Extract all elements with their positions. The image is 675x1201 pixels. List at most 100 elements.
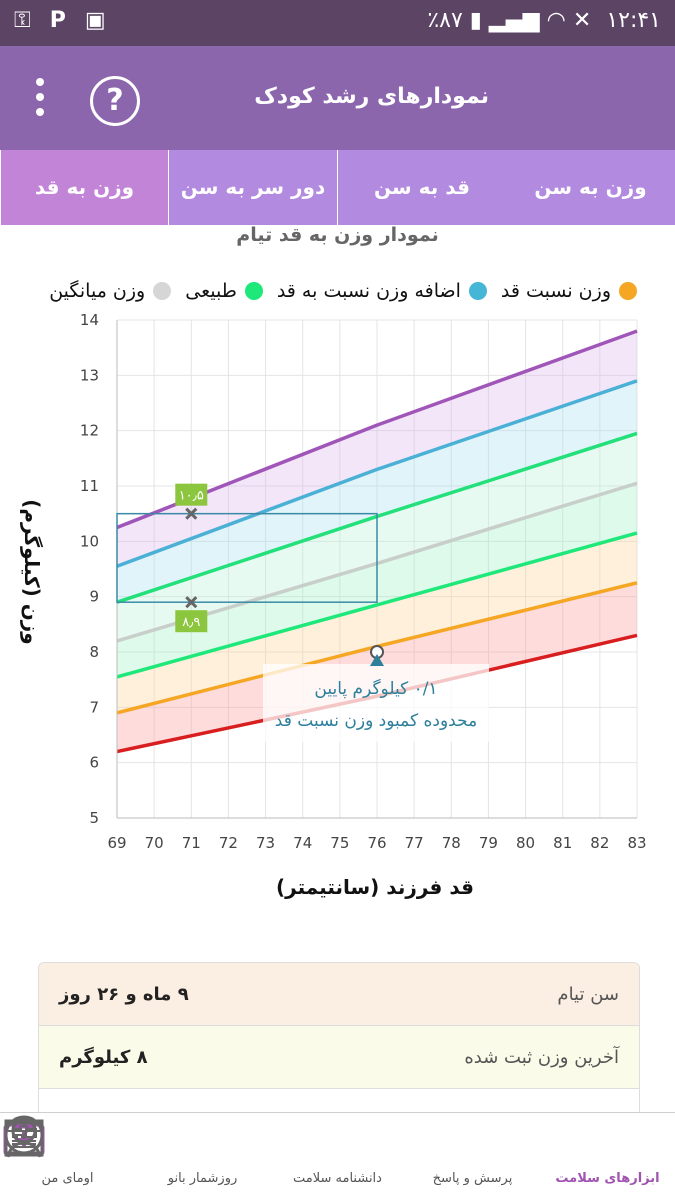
y-tick-label: 11 — [80, 477, 99, 495]
x-tick-label: 75 — [330, 834, 349, 852]
parking-icon: P — [49, 8, 66, 33]
nav-label: روزشمار بانو — [167, 1171, 238, 1186]
x-tick-label: 76 — [367, 834, 386, 852]
legend-dot-gray — [153, 282, 172, 300]
age-row: سن تیام ۹ ماه و ۲۶ روز — [39, 963, 639, 1026]
legend-dot-orange — [619, 282, 637, 300]
x-tick-label: 73 — [256, 834, 275, 852]
x-tick-label: 70 — [145, 834, 164, 852]
y-axis-label: وزن (کیلوگرم) — [20, 499, 44, 645]
range-marker-x — [185, 507, 198, 520]
nav-questions[interactable]: ? پرسش و پاسخ — [4, 1113, 540, 1201]
page-title: نمودارهای رشد کودک — [254, 84, 489, 109]
normal-range-box — [116, 512, 378, 603]
x-tick-label: 74 — [293, 834, 312, 852]
y-tick-label: 7 — [89, 698, 99, 716]
wifi-icon: ◠ — [546, 8, 566, 33]
legend-dot-green — [244, 282, 263, 300]
woman-profile-icon — [0, 1116, 135, 1171]
app-bar: ? نمودارهای رشد کودک — [0, 46, 675, 150]
nav-my-profile[interactable]: اومای من — [0, 1113, 135, 1201]
series-line — [116, 531, 638, 679]
legend-label: طبیعی — [185, 280, 237, 302]
nav-encyclopedia[interactable]: دانشنامه سلامت — [4, 1113, 405, 1201]
y-tick-label: 10 — [80, 532, 99, 550]
annotation-line-1: ۰/۱ کیلوگرم پایین — [314, 678, 437, 699]
last-weight-label: آخرین وزن ثبت شده — [464, 1046, 619, 1068]
age-label: سن تیام — [557, 983, 619, 1005]
y-tick-label: 12 — [80, 422, 99, 440]
x-tick-label: 72 — [219, 834, 238, 852]
tab-weight-for-height[interactable]: وزن به قد — [0, 150, 168, 225]
x-tick-label: 78 — [442, 834, 461, 852]
legend-item[interactable]: وزن نسبت قد — [501, 280, 637, 302]
legend-label: اضافه وزن نسبت به قد — [276, 280, 461, 302]
y-tick-label: 9 — [89, 588, 99, 606]
range-badge — [175, 610, 208, 633]
calendar-icon — [4, 1119, 270, 1171]
current-point-pointer — [370, 654, 384, 666]
battery-icon: ▮ — [469, 8, 482, 33]
x-tick-label: 83 — [627, 834, 646, 852]
y-tick-label: 6 — [89, 754, 99, 772]
x-tick-label: 69 — [107, 834, 126, 852]
x-tick-label: 79 — [479, 834, 498, 852]
y-tick-label: 8 — [89, 643, 99, 661]
x-tick-label: 77 — [405, 834, 424, 852]
nav-health-tools[interactable]: ابزارهای سلامت — [3, 1113, 675, 1201]
chart-legend: وزن نسبت قد اضافه وزن نسبت به قد طبیعی و… — [49, 280, 637, 302]
y-tick-label: 14 — [80, 311, 99, 329]
legend-item[interactable]: اضافه وزن نسبت به قد — [277, 280, 487, 302]
mute-icon: ✕ — [572, 8, 592, 33]
legend-label: وزن میانگین — [49, 280, 146, 302]
status-icons: ⚿ P ▣ — [14, 8, 106, 33]
legend-label: وزن نسبت قد — [500, 280, 611, 302]
nav-label: دانشنامه سلامت — [293, 1171, 382, 1186]
legend-item[interactable]: وزن میانگین — [49, 280, 172, 302]
question-bubble-icon: ? — [4, 1115, 540, 1171]
legend-item[interactable]: طبیعی — [185, 280, 263, 302]
x-tick-label: 71 — [182, 834, 201, 852]
age-value: ۹ ماه و ۲۶ روز — [59, 983, 189, 1005]
chart-tabs: وزن به قد دور سر به سن قد به سن وزن به س… — [0, 150, 675, 225]
chart-band — [117, 331, 637, 567]
chart-band — [117, 380, 637, 603]
series-line — [116, 379, 638, 568]
nav-label: ابزارهای سلامت — [555, 1171, 660, 1186]
help-icon[interactable]: ? — [90, 76, 140, 126]
y-tick-label: 5 — [89, 809, 99, 827]
medical-kit-icon — [3, 1117, 675, 1171]
range-marker-x — [185, 596, 198, 609]
nav-label: اومای من — [41, 1171, 94, 1186]
tab-height-for-age[interactable]: قد به سن — [337, 150, 506, 225]
status-bar: ⚿ P ▣ ٪۸۷ ▮ ▂▄▆ ◠ ✕ ۱۲:۴۱ — [0, 0, 675, 46]
nav-calendar[interactable]: روزشمار بانو — [4, 1113, 270, 1201]
more-options-icon[interactable] — [36, 78, 46, 123]
image-icon: ▣ — [84, 8, 106, 33]
newspaper-icon — [4, 1119, 405, 1171]
annotation-background — [263, 664, 489, 742]
nav-label: پرسش و پاسخ — [432, 1171, 513, 1186]
annotation-line-2: محدوده کمبود وزن نسبت قد — [275, 711, 477, 731]
x-tick-label: 81 — [553, 834, 572, 852]
last-weight-row: آخرین وزن ثبت شده ۸ کیلوگرم — [39, 1026, 639, 1089]
signal-icon: ▂▄▆ — [488, 8, 540, 33]
x-axis-label: قد فرزند (سانتیمتر) — [276, 875, 474, 899]
last-weight-value: ۸ کیلوگرم — [59, 1046, 148, 1068]
key-icon: ⚿ — [14, 8, 31, 33]
tab-weight-for-age[interactable]: وزن به سن — [506, 150, 675, 225]
range-badge-label: ۸٫۹ — [182, 615, 200, 630]
status-clock: ٪۸۷ ▮ ▂▄▆ ◠ ✕ ۱۲:۴۱ — [427, 8, 661, 33]
chart-band — [117, 533, 637, 713]
bottom-navigation: ابزارهای سلامت ? پرسش و پاسخ دانشنامه سل… — [0, 1112, 675, 1201]
legend-dot-blue — [468, 282, 487, 300]
y-tick-label: 13 — [80, 366, 99, 384]
child-info-card: سن تیام ۹ ماه و ۲۶ روز آخرین وزن ثبت شده… — [38, 962, 640, 1131]
tab-head-for-age[interactable]: دور سر به سن — [168, 150, 337, 225]
x-tick-label: 80 — [516, 834, 535, 852]
battery-percent: ٪۸۷ — [427, 8, 463, 33]
range-badge — [175, 483, 208, 506]
chart-title: نمودار وزن به قد تیام — [236, 224, 439, 246]
clock-time: ۱۲:۴۱ — [606, 8, 661, 33]
